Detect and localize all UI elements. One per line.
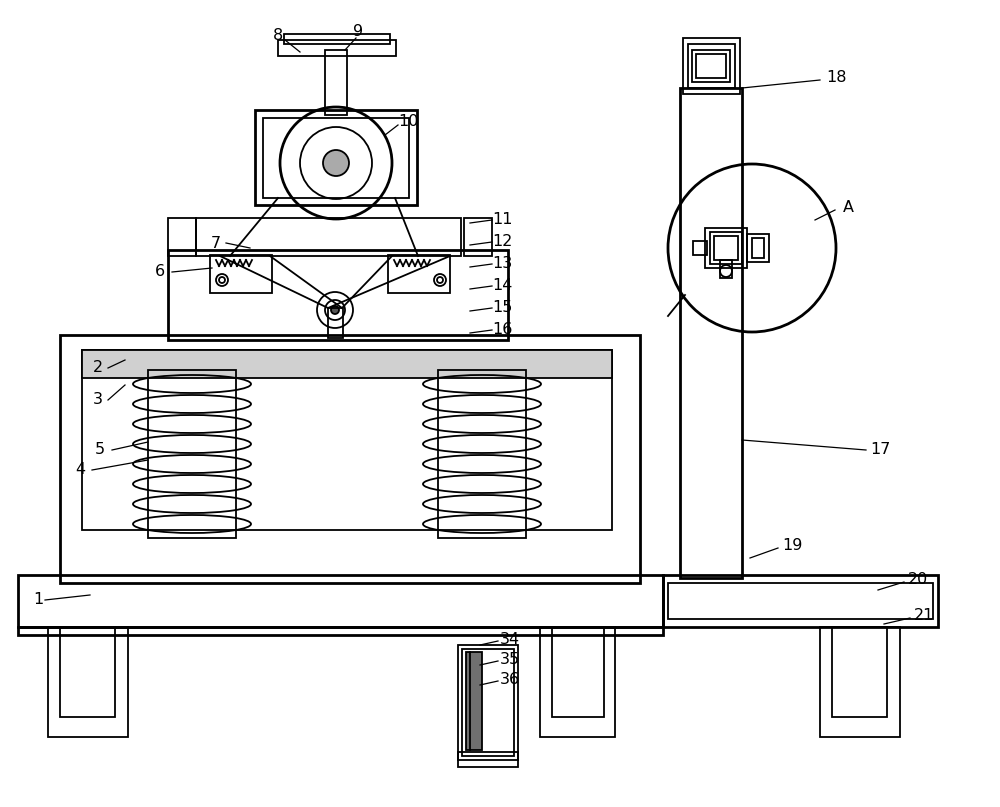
Text: 6: 6	[155, 265, 165, 279]
Bar	[714, 236, 738, 260]
Text: 7: 7	[211, 236, 221, 250]
Bar	[680, 88, 742, 578]
Text: 11: 11	[492, 212, 512, 228]
Bar	[196, 218, 461, 256]
Text: 36: 36	[500, 672, 520, 688]
Text: A: A	[842, 200, 854, 215]
Bar	[693, 241, 707, 255]
Bar	[148, 370, 236, 538]
Bar	[168, 250, 508, 340]
Text: 2: 2	[93, 361, 103, 375]
Text: 14: 14	[492, 278, 512, 294]
Bar	[710, 232, 742, 264]
Bar	[692, 50, 730, 82]
Text: 8: 8	[273, 27, 283, 43]
Circle shape	[323, 150, 349, 176]
Bar	[820, 627, 900, 737]
Text: 3: 3	[93, 392, 103, 408]
Bar	[284, 34, 390, 44]
Text: 15: 15	[492, 300, 512, 316]
Bar	[462, 649, 514, 756]
Text: 1: 1	[33, 592, 43, 608]
Bar	[325, 50, 347, 115]
Text: 5: 5	[95, 442, 105, 458]
Bar	[705, 228, 747, 268]
Text: 21: 21	[914, 608, 934, 624]
Bar	[388, 255, 450, 293]
Bar	[466, 652, 482, 750]
Bar	[263, 118, 409, 198]
Bar	[720, 260, 732, 278]
Text: 17: 17	[870, 442, 890, 458]
Bar	[328, 308, 343, 338]
Text: 19: 19	[782, 537, 802, 553]
Bar	[683, 38, 740, 94]
Bar	[82, 350, 612, 530]
Bar	[48, 627, 128, 737]
Bar	[18, 575, 663, 627]
Text: 4: 4	[75, 462, 85, 478]
Bar	[668, 583, 933, 619]
Text: 20: 20	[908, 572, 928, 587]
Bar	[60, 627, 115, 717]
Text: 13: 13	[492, 257, 512, 271]
Bar	[255, 110, 417, 205]
Text: 12: 12	[492, 235, 512, 249]
Text: 9: 9	[353, 24, 363, 40]
Bar	[60, 335, 640, 583]
Bar	[458, 645, 518, 760]
Bar	[540, 627, 615, 737]
Bar	[747, 234, 769, 262]
Bar	[278, 40, 396, 56]
Bar	[438, 370, 526, 538]
Text: 18: 18	[826, 70, 846, 86]
Bar	[168, 218, 196, 256]
Bar	[210, 255, 272, 293]
Bar	[663, 575, 938, 627]
Bar	[464, 218, 492, 256]
Bar	[688, 44, 735, 88]
Bar	[832, 627, 887, 717]
Bar	[458, 752, 518, 767]
Text: 10: 10	[398, 115, 418, 129]
Bar	[552, 627, 604, 717]
Bar	[18, 627, 663, 635]
Bar	[752, 238, 764, 258]
Bar	[82, 350, 612, 378]
Circle shape	[331, 306, 339, 314]
Bar	[696, 54, 726, 78]
Text: 16: 16	[492, 323, 512, 337]
Text: 34: 34	[500, 633, 520, 647]
Text: 35: 35	[500, 653, 520, 667]
